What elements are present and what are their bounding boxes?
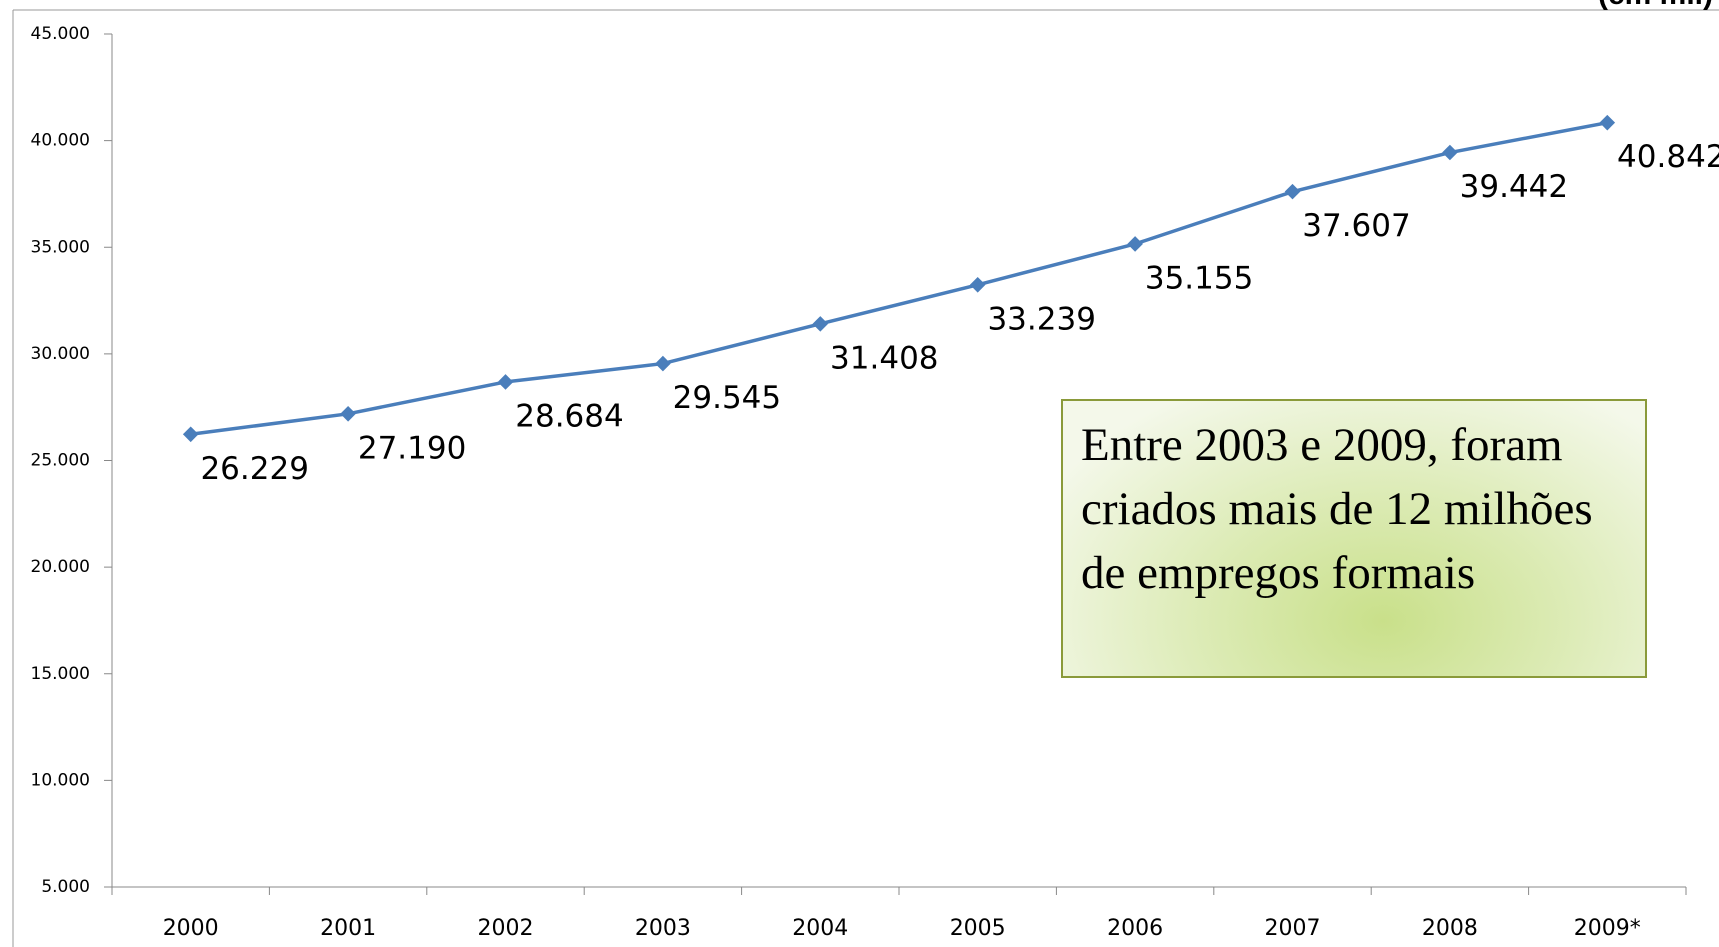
data-label: 29.545: [673, 380, 781, 416]
marker: [1127, 236, 1143, 252]
line: [190, 120, 1608, 437]
marker: [655, 355, 671, 372]
marker: [1599, 114, 1616, 131]
data-label: 31.408: [830, 340, 938, 376]
y-tick-label: 45.000: [31, 24, 90, 44]
x-tick-label: 2005: [950, 916, 1006, 941]
y-tick-label: 25.000: [31, 451, 90, 471]
y-tick-label: 5.000: [41, 877, 90, 897]
x-tick-label: 2001: [320, 916, 376, 941]
data-label: 35.155: [1145, 260, 1253, 296]
marker: [812, 316, 829, 332]
x-tick-label: 2006: [1107, 916, 1163, 941]
x-tick-label: 2000: [163, 916, 219, 941]
marker: [969, 277, 986, 293]
data-label: 39.442: [1460, 169, 1568, 205]
data-label: 27.190: [358, 430, 466, 466]
data-label: 40.842: [1617, 139, 1719, 175]
marker: [340, 406, 356, 422]
data-label: 37.607: [1302, 208, 1410, 244]
y-tick-label: 15.000: [31, 664, 90, 684]
x-tick-label: 2008: [1422, 916, 1478, 941]
marker: [1442, 144, 1458, 161]
y-tick-label: 40.000: [31, 131, 90, 151]
y-tick-label: 35.000: [31, 237, 90, 257]
data-label: 26.229: [200, 451, 308, 487]
x-tick-label: 2007: [1265, 916, 1321, 941]
y-tick-label: 30.000: [31, 344, 90, 364]
x-tick-label: 2003: [635, 916, 691, 941]
data-label: 33.239: [987, 301, 1095, 337]
marker: [497, 374, 514, 390]
marker: [182, 426, 199, 443]
marker: [1284, 183, 1301, 200]
x-tick-label: 2009*: [1574, 916, 1641, 941]
x-tick-label: 2002: [478, 916, 534, 941]
annotation: Entre 2003 e 2009, foram criados mais de…: [1061, 399, 1647, 678]
y-tick-label: 10.000: [31, 770, 90, 790]
y-tick-label: 20.000: [31, 557, 90, 577]
unit-label: (em mil): [1598, 0, 1713, 12]
x-tick-label: 2004: [792, 916, 848, 941]
data-label: 28.684: [515, 398, 623, 434]
